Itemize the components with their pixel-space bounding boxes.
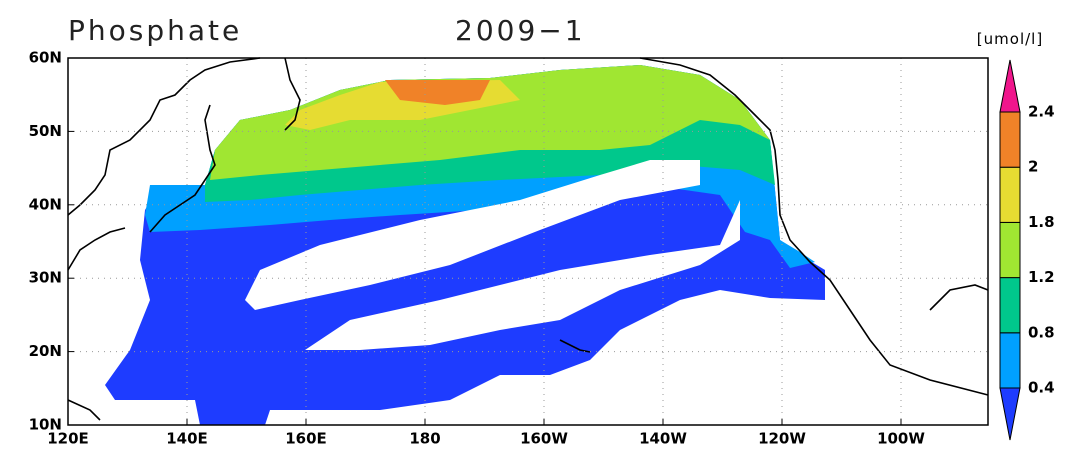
lat-label: 60N (29, 49, 62, 67)
title: Phosphate (68, 14, 242, 47)
lat-label: 20N (29, 342, 62, 360)
frame (67, 57, 989, 426)
lat-label: 40N (29, 195, 62, 213)
colorbar-swatch (999, 166, 1021, 223)
no-data (305, 200, 740, 350)
colorbar-label: 0.4 (1028, 379, 1055, 397)
lat-label: 50N (29, 122, 62, 140)
colorbar-label: 0.8 (1028, 323, 1055, 341)
colorbar-swatch (999, 387, 1021, 441)
lon-label: 160E (285, 430, 327, 448)
lon-label: 140W (639, 430, 687, 448)
colorbar-swatch (999, 221, 1021, 279)
lon-label: 100W (877, 430, 925, 448)
lon-label: 120E (47, 430, 89, 448)
lon-label: 120W (758, 430, 806, 448)
coastlines (67, 57, 989, 421)
lat-label: 30N (29, 269, 62, 287)
colorbar-swatch (999, 277, 1021, 334)
colorbar-label: 2 (1028, 158, 1038, 176)
colorbar-swatch (999, 111, 1021, 168)
region-2 (385, 80, 490, 105)
lon-label: 140E (166, 430, 208, 448)
phosphate-field (105, 65, 825, 425)
no-data (245, 160, 700, 310)
unit-label: [umol/l] (977, 30, 1043, 48)
lon-label: 180 (409, 430, 440, 448)
date: 2009−1 (455, 14, 586, 47)
colorbar-label: 1.2 (1028, 268, 1055, 286)
colorbar-swatch (999, 332, 1021, 389)
lon-label: 160W (520, 430, 568, 448)
colorbar-label: 2.4 (1028, 103, 1055, 121)
lat-label: 10N (29, 416, 62, 434)
colorbar-label: 1.8 (1028, 213, 1055, 231)
colorbar-swatch (999, 59, 1021, 113)
